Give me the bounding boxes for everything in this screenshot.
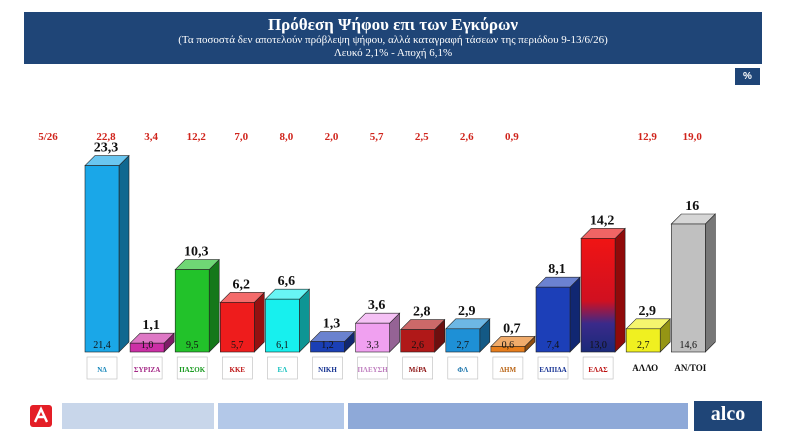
- value-label: 0,7: [503, 321, 521, 336]
- bar-front: [535, 286, 571, 353]
- party-logo: ΕΛ: [278, 366, 288, 374]
- party-logo: ΔΗΜ: [500, 366, 517, 374]
- chart-title: Πρόθεση Ψήφου επι των Εγκύρων: [267, 15, 519, 34]
- party-logo: ΦΛ: [457, 366, 468, 374]
- prev-value-label: 7,0: [234, 131, 248, 143]
- prev-value-label: 22,8: [96, 131, 116, 143]
- inner-label: 5,7: [231, 340, 244, 351]
- inner-label: 0,6: [502, 340, 515, 351]
- bar-side: [118, 154, 130, 353]
- inner-label: 14,6: [680, 340, 698, 351]
- value-label: 2,8: [413, 305, 431, 320]
- value-label: 2,9: [458, 304, 476, 319]
- footer-segment-1: [62, 403, 214, 429]
- value-label: 1,3: [323, 317, 341, 332]
- party-logo-box: [357, 356, 388, 380]
- party-logo: ΝΔ: [97, 366, 107, 374]
- bar-front: [625, 328, 661, 353]
- inner-label: 1,0: [141, 340, 154, 351]
- party-logo-box: [447, 356, 479, 380]
- value-label: 16: [685, 199, 699, 214]
- party-logo-box: [131, 356, 163, 380]
- prev-value-label: 5,7: [370, 131, 384, 143]
- chart-subtitle: (Τα ποσοστά δεν αποτελούν πρόβλεψη ψήφου…: [178, 34, 608, 46]
- bar-front: [129, 342, 165, 353]
- bar-side: [614, 227, 626, 353]
- prev-value-label: 19,0: [683, 131, 703, 143]
- party-logo-box: [176, 356, 208, 380]
- bar-front: [265, 298, 300, 353]
- inner-label: 2,7: [637, 340, 650, 351]
- alpha-tv-logo: [30, 405, 52, 427]
- inner-label: 21,4: [93, 340, 111, 351]
- value-label: 3,6: [368, 298, 386, 313]
- party-logo-box: [86, 356, 118, 380]
- party-logo: ΠΑΣΟΚ: [179, 366, 206, 374]
- bar-side: [569, 276, 581, 353]
- party-logo: ΝΙΚΗ: [318, 366, 337, 374]
- party-logo-box: [582, 356, 614, 380]
- bar-side: [254, 291, 265, 353]
- category-label: ΑΝ/ΤΟΙ: [674, 363, 706, 373]
- bar-front: [445, 328, 481, 353]
- inner-label: 1,2: [321, 340, 334, 351]
- bar-front: [310, 341, 345, 353]
- bar-front: [580, 238, 616, 353]
- prev-value-label: 2,6: [460, 131, 474, 143]
- party-logo-box: [537, 356, 569, 380]
- party-logo: ΕΛΑΣ: [588, 366, 608, 374]
- party-logo-box: [402, 356, 434, 380]
- inner-label: 2,7: [457, 340, 470, 351]
- bar-front: [174, 269, 210, 353]
- percent-badge: %: [735, 68, 760, 85]
- prev-value-label: 2,5: [415, 131, 429, 143]
- value-label: 1,1: [142, 318, 160, 333]
- party-logo-box: [492, 356, 524, 380]
- value-label: 23,3: [94, 141, 119, 156]
- party-logo-box: [267, 356, 298, 380]
- bar-side: [208, 258, 220, 353]
- value-label: 10,3: [184, 245, 209, 260]
- bar-side: [704, 213, 716, 353]
- footer-segment-2: [218, 403, 344, 429]
- prev-value-label: 8,0: [280, 131, 294, 143]
- bar-front: [670, 223, 706, 353]
- prev-value-label: 2,0: [325, 131, 339, 143]
- party-logo: ΠΛΕΥΣΗ: [357, 366, 388, 374]
- value-label: 2,9: [638, 304, 656, 319]
- value-label: 14,2: [590, 213, 615, 228]
- bar-front: [84, 165, 120, 353]
- prev-value-label: 0,9: [505, 131, 519, 143]
- prev-value-label: 3,4: [144, 131, 158, 143]
- value-label: 8,1: [548, 262, 566, 277]
- prev-value-label: 12,9: [638, 131, 658, 143]
- bar-side: [299, 288, 310, 353]
- bar-front: [355, 322, 390, 353]
- inner-label: 3,3: [366, 340, 379, 351]
- party-logo-box: [222, 356, 253, 380]
- value-label: 6,6: [278, 274, 296, 289]
- party-logo: ΚΚΕ: [230, 366, 246, 374]
- footer-segment-3: [348, 403, 688, 429]
- inner-label: 9,5: [186, 340, 199, 351]
- inner-label: 7,4: [547, 340, 560, 351]
- bar-front: [220, 302, 255, 353]
- chart-note: Λευκό 2,1% - Αποχή 6,1%: [333, 47, 453, 59]
- prev-value-label: 12,2: [187, 131, 207, 143]
- inner-label: 2,6: [411, 340, 424, 351]
- prev-period-label: 5/26: [38, 131, 58, 143]
- alco-logo: alco: [694, 401, 762, 431]
- category-label: ΑΛΛΟ: [632, 363, 658, 373]
- inner-label: 6,1: [276, 340, 289, 351]
- party-logo: ΕΛΠΙΔΑ: [539, 366, 566, 374]
- party-logo: ΣΥΡΙΖΑ: [134, 366, 160, 374]
- bar-front: [400, 329, 436, 353]
- party-logo-box: [312, 356, 343, 380]
- inner-label: 13,0: [589, 340, 607, 351]
- value-label: 6,2: [233, 277, 251, 292]
- chart-header: Πρόθεση Ψήφου επι των Εγκύρων (Τα ποσοστ…: [24, 12, 762, 64]
- bar-front: [490, 346, 526, 353]
- party-logo: ΜέΡΑ: [409, 366, 427, 374]
